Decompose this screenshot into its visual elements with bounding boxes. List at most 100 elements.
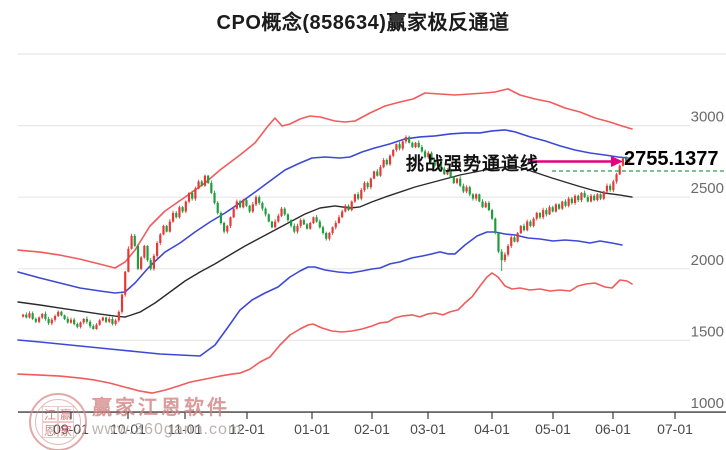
candle bbox=[392, 150, 395, 156]
candle bbox=[567, 198, 570, 206]
x-axis-label: 07-01 bbox=[657, 421, 693, 437]
candle bbox=[455, 178, 459, 183]
candle bbox=[60, 311, 63, 316]
candle bbox=[22, 314, 25, 317]
candle bbox=[296, 225, 299, 232]
candle bbox=[625, 158, 628, 162]
candle bbox=[452, 177, 455, 183]
candle bbox=[369, 178, 372, 188]
candle bbox=[602, 191, 605, 199]
candle bbox=[133, 235, 136, 246]
candle bbox=[618, 165, 621, 175]
candle bbox=[417, 142, 420, 148]
candle bbox=[318, 221, 321, 228]
candle bbox=[73, 319, 76, 324]
candle bbox=[360, 190, 363, 199]
candle bbox=[337, 217, 341, 223]
candle bbox=[443, 168, 446, 175]
candle bbox=[532, 218, 535, 226]
candle bbox=[535, 213, 538, 219]
candle bbox=[596, 194, 599, 200]
candle bbox=[302, 220, 305, 225]
candle bbox=[213, 192, 216, 203]
candle bbox=[510, 237, 513, 246]
candle bbox=[178, 207, 181, 218]
candle bbox=[468, 187, 471, 195]
candle bbox=[108, 318, 111, 322]
candle bbox=[207, 175, 210, 183]
candle bbox=[277, 215, 280, 222]
candle bbox=[321, 227, 325, 233]
y-axis-label: 3000 bbox=[691, 109, 724, 126]
candle bbox=[462, 185, 465, 192]
y-axis-label: 1500 bbox=[691, 323, 724, 340]
channel-line-midline bbox=[17, 165, 633, 318]
candle bbox=[573, 195, 577, 203]
candle bbox=[197, 181, 200, 189]
annotation-label: 挑战强势通道线 bbox=[406, 154, 539, 174]
candle bbox=[124, 271, 127, 295]
candle bbox=[366, 182, 369, 188]
candle bbox=[522, 225, 526, 231]
candle bbox=[50, 319, 53, 324]
candle bbox=[395, 144, 398, 150]
candle bbox=[82, 318, 85, 323]
candle bbox=[382, 160, 385, 168]
candle bbox=[53, 316, 57, 320]
candle bbox=[286, 214, 290, 221]
candle bbox=[245, 200, 248, 206]
candle bbox=[593, 195, 596, 201]
candle bbox=[353, 194, 357, 202]
candle bbox=[267, 214, 270, 222]
candle bbox=[439, 161, 443, 169]
candle bbox=[187, 192, 191, 202]
candle bbox=[427, 152, 430, 158]
candle bbox=[25, 314, 28, 318]
candle bbox=[130, 235, 133, 249]
candle bbox=[219, 213, 223, 223]
candle bbox=[612, 181, 615, 191]
candle bbox=[312, 217, 315, 223]
candle bbox=[561, 201, 564, 209]
candle bbox=[223, 223, 226, 232]
x-axis-label: 01-01 bbox=[294, 421, 330, 437]
candle bbox=[248, 205, 251, 212]
candle bbox=[210, 182, 213, 193]
last-price-label: 2755.1377 bbox=[624, 148, 719, 170]
candle bbox=[101, 317, 104, 321]
channel-line-lower-blue bbox=[17, 231, 623, 357]
candle bbox=[28, 313, 31, 318]
candle bbox=[238, 201, 242, 208]
candle bbox=[459, 178, 462, 186]
candle bbox=[484, 202, 487, 208]
candle bbox=[175, 213, 178, 218]
candle bbox=[615, 174, 618, 182]
candle bbox=[398, 144, 401, 149]
candle bbox=[577, 195, 580, 201]
candle bbox=[44, 313, 47, 319]
x-axis-label: 06-01 bbox=[595, 421, 631, 437]
candle bbox=[503, 254, 506, 261]
candle bbox=[564, 201, 567, 206]
candle bbox=[162, 225, 165, 235]
candle bbox=[104, 317, 108, 322]
candle bbox=[344, 205, 347, 212]
candle bbox=[385, 160, 388, 165]
candle bbox=[609, 185, 612, 191]
candle bbox=[526, 221, 529, 231]
candle bbox=[341, 211, 344, 218]
candle bbox=[315, 217, 318, 222]
candle bbox=[554, 204, 558, 212]
candle bbox=[136, 245, 140, 269]
candle bbox=[376, 171, 379, 176]
candle bbox=[34, 318, 37, 322]
candle bbox=[79, 322, 82, 327]
candle bbox=[621, 158, 625, 166]
candle bbox=[47, 318, 50, 324]
candle bbox=[542, 210, 545, 218]
candle bbox=[475, 194, 478, 199]
candle bbox=[149, 260, 152, 269]
candle bbox=[156, 243, 159, 256]
candle bbox=[325, 233, 328, 239]
